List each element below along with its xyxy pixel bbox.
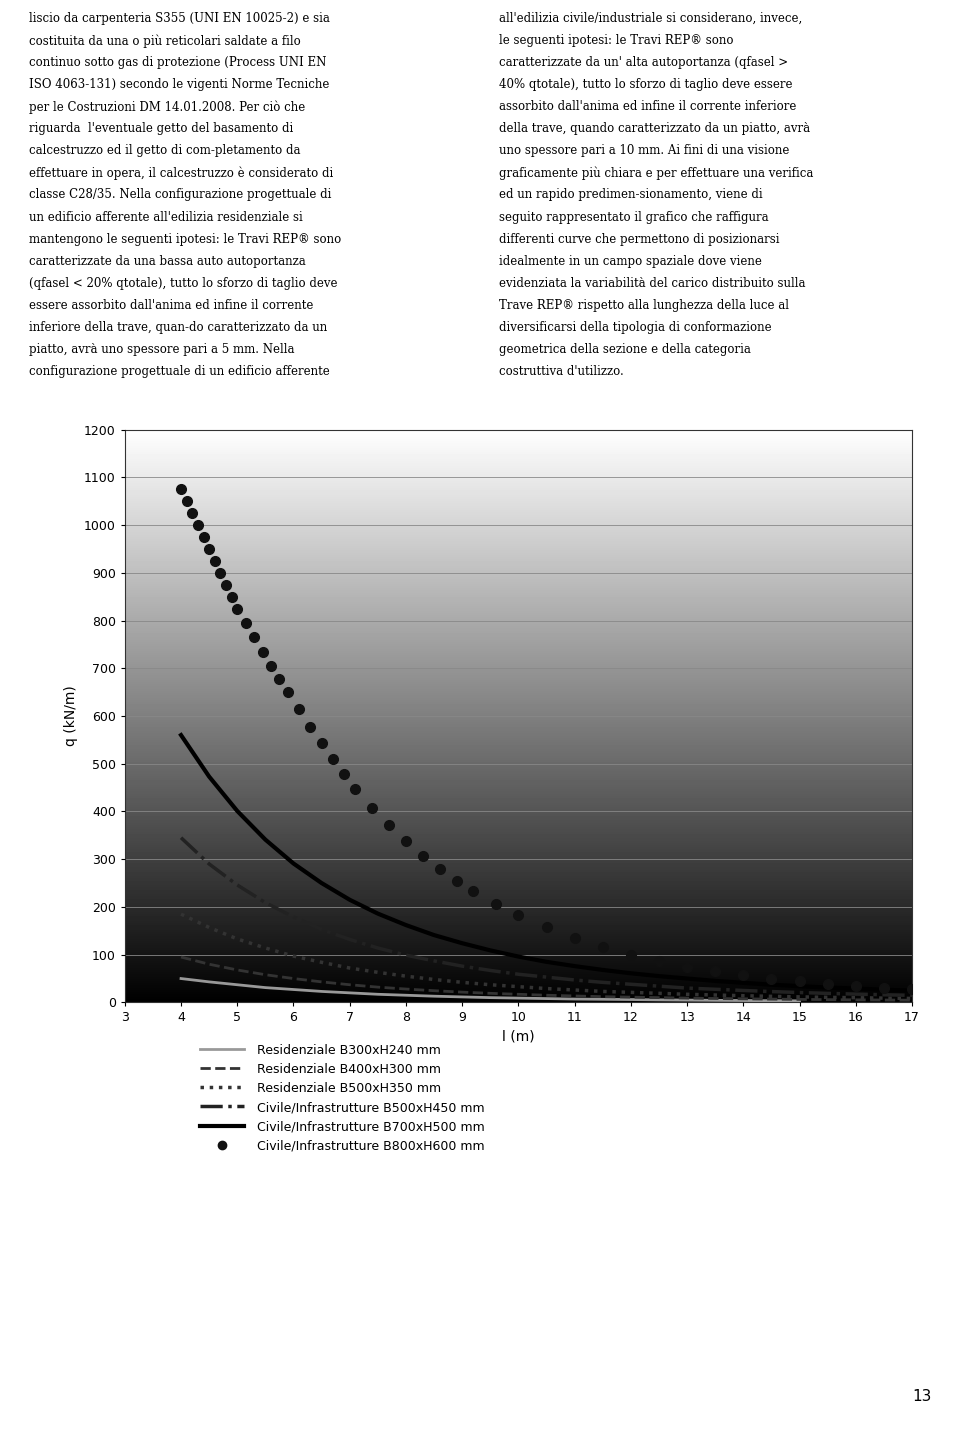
Text: caratterizzate da una bassa auto autoportanza: caratterizzate da una bassa auto autopor…	[29, 255, 305, 268]
Text: classe C28/35. Nella configurazione progettuale di: classe C28/35. Nella configurazione prog…	[29, 189, 331, 202]
Text: assorbito dall'anima ed infine il corrente inferiore: assorbito dall'anima ed infine il corren…	[499, 100, 797, 113]
Text: essere assorbito dall'anima ed infine il corrente: essere assorbito dall'anima ed infine il…	[29, 299, 313, 312]
Y-axis label: q (kN/m): q (kN/m)	[64, 686, 79, 746]
Text: idealmente in un campo spaziale dove viene: idealmente in un campo spaziale dove vie…	[499, 255, 762, 268]
Text: Trave REP® rispetto alla lunghezza della luce al: Trave REP® rispetto alla lunghezza della…	[499, 299, 789, 312]
Text: della trave, quando caratterizzato da un piatto, avrà: della trave, quando caratterizzato da un…	[499, 122, 810, 135]
Text: 13: 13	[912, 1389, 931, 1403]
Text: (qfasel < 20% qtotale), tutto lo sforzo di taglio deve: (qfasel < 20% qtotale), tutto lo sforzo …	[29, 276, 337, 289]
X-axis label: l (m): l (m)	[502, 1030, 535, 1044]
Text: mantengono le seguenti ipotesi: le Travi REP® sono: mantengono le seguenti ipotesi: le Travi…	[29, 232, 341, 245]
Text: graficamente più chiara e per effettuare una verifica: graficamente più chiara e per effettuare…	[499, 166, 813, 180]
Text: costruttiva d'utilizzo.: costruttiva d'utilizzo.	[499, 365, 624, 378]
Text: evidenziata la variabilità del carico distribuito sulla: evidenziata la variabilità del carico di…	[499, 276, 805, 289]
Text: liscio da carpenteria S355 (UNI EN 10025-2) e sia: liscio da carpenteria S355 (UNI EN 10025…	[29, 11, 329, 24]
Text: per le Costruzioni DM 14.01.2008. Per ciò che: per le Costruzioni DM 14.01.2008. Per ci…	[29, 100, 305, 113]
Text: 40% qtotale), tutto lo sforzo di taglio deve essere: 40% qtotale), tutto lo sforzo di taglio …	[499, 79, 793, 92]
Text: riguarda  l'eventuale getto del basamento di: riguarda l'eventuale getto del basamento…	[29, 122, 293, 135]
Text: caratterizzate da un' alta autoportanza (qfasel >: caratterizzate da un' alta autoportanza …	[499, 56, 788, 69]
Text: calcestruzzo ed il getto di com-pletamento da: calcestruzzo ed il getto di com-pletamen…	[29, 145, 300, 158]
Text: diversificarsi della tipologia di conformazione: diversificarsi della tipologia di confor…	[499, 321, 772, 334]
Text: geometrica della sezione e della categoria: geometrica della sezione e della categor…	[499, 342, 751, 355]
Text: piatto, avrà uno spessore pari a 5 mm. Nella: piatto, avrà uno spessore pari a 5 mm. N…	[29, 342, 295, 355]
Legend: Residenziale B300xH240 mm, Residenziale B400xH300 mm, Residenziale B500xH350 mm,: Residenziale B300xH240 mm, Residenziale …	[194, 1037, 491, 1158]
Text: seguito rappresentato il grafico che raffigura: seguito rappresentato il grafico che raf…	[499, 211, 769, 223]
Text: ISO 4063-131) secondo le vigenti Norme Tecniche: ISO 4063-131) secondo le vigenti Norme T…	[29, 79, 329, 92]
Text: inferiore della trave, quan-do caratterizzato da un: inferiore della trave, quan-do caratteri…	[29, 321, 327, 334]
Text: un edificio afferente all'edilizia residenziale si: un edificio afferente all'edilizia resid…	[29, 211, 302, 223]
Text: le seguenti ipotesi: le Travi REP® sono: le seguenti ipotesi: le Travi REP® sono	[499, 34, 733, 47]
Text: differenti curve che permettono di posizionarsi: differenti curve che permettono di posiz…	[499, 232, 780, 245]
Text: ed un rapido predimen-sionamento, viene di: ed un rapido predimen-sionamento, viene …	[499, 189, 763, 202]
Text: costituita da una o più reticolari saldate a filo: costituita da una o più reticolari salda…	[29, 34, 300, 47]
Text: all'edilizia civile/industriale si considerano, invece,: all'edilizia civile/industriale si consi…	[499, 11, 803, 24]
Text: continuo sotto gas di protezione (Process UNI EN: continuo sotto gas di protezione (Proces…	[29, 56, 326, 69]
Text: uno spessore pari a 10 mm. Ai fini di una visione: uno spessore pari a 10 mm. Ai fini di un…	[499, 145, 789, 158]
Text: effettuare in opera, il calcestruzzo è considerato di: effettuare in opera, il calcestruzzo è c…	[29, 166, 333, 180]
Text: configurazione progettuale di un edificio afferente: configurazione progettuale di un edifici…	[29, 365, 329, 378]
